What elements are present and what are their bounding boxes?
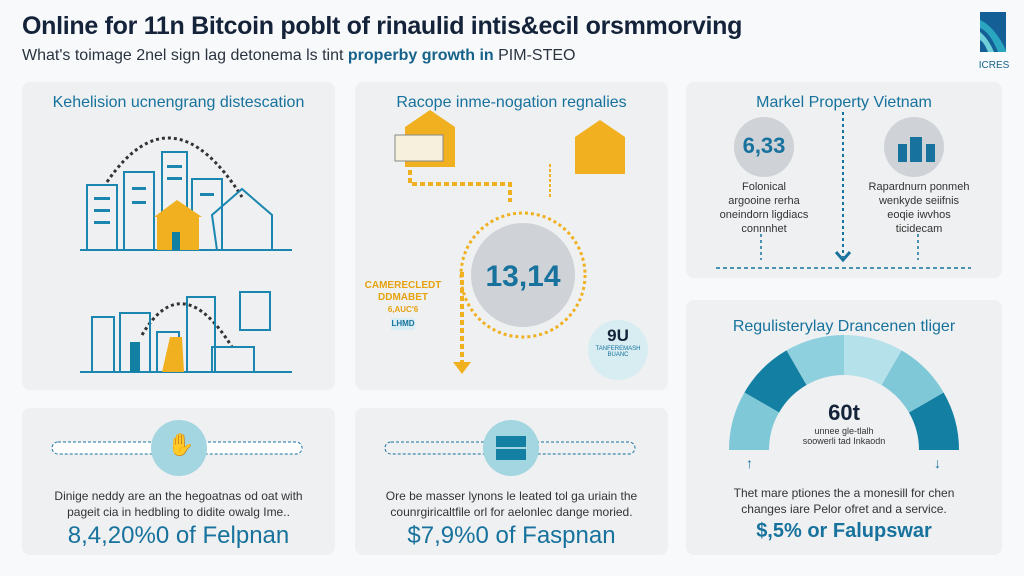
flow-bubble: 9U TANFEREMASH BUANC	[588, 326, 648, 358]
page-subtitle: What's toimage 2nel sign lag detonema ls…	[22, 47, 575, 65]
logo-icon	[980, 12, 1006, 52]
flow-bubble-value: 9U	[607, 326, 629, 345]
desc-line: Ore be masser lynons le leated tol ga ur…	[385, 489, 638, 503]
progress-track	[384, 420, 636, 476]
desc-line: changes iare Pelor ofret and a service.	[741, 502, 947, 516]
up-arrow-icon: ↑	[746, 455, 753, 471]
panel-market-title: Markel Property Vietnam	[756, 94, 932, 111]
subtitle-text: What's toimage 2nel sign lag detonema ls…	[22, 47, 348, 64]
panel-e-desc: Dinige neddy are an the hegoatnas od oat…	[22, 488, 335, 520]
progress-track	[51, 420, 303, 476]
panel-e: ✋ Dinige neddy are an the hegoatnas od o…	[22, 408, 335, 555]
flow-bubble-caption-2: BUANC	[607, 352, 629, 358]
city-illustration	[80, 136, 292, 373]
subtitle-end: PIM-STEO	[493, 47, 576, 64]
market-left-desc: Folonical argooine rerha oneindorn ligdiac…	[704, 180, 824, 236]
panel-f-desc: Ore be masser lynons le leated tol ga ur…	[355, 488, 668, 520]
panel-e-stat: 8,4,20%0 of Felpnan	[67, 522, 290, 549]
gauge-segment	[908, 392, 959, 450]
desc-line: wenkyde seiifnis	[878, 195, 960, 207]
flow-side-label-3: 6,AUC'6	[387, 305, 419, 314]
desc-line: eoqie iwvhos	[887, 209, 951, 221]
desc-line: Dinige neddy are an the hegoatnas od oat…	[54, 489, 303, 503]
flow-bubble-caption-1: TANFEREMASH	[595, 346, 641, 352]
panel-market: Markel Property Vietnam 6,33 Folonical ar…	[686, 82, 1002, 278]
desc-line: ticidecam	[895, 223, 943, 235]
gauge-value: 60t	[828, 400, 860, 425]
panel-f: Ore be masser lynons le leated tol ga ur…	[355, 408, 668, 555]
down-arrow-icon: ↓	[934, 455, 941, 471]
flow-badge: LHMD	[391, 318, 415, 330]
flow-side-label-1: CAMERECLEDT	[364, 280, 442, 291]
desc-line: oneindorn ligdiacs	[719, 209, 809, 221]
desc-line: counrgiricaltfile orl for aelonlec dange…	[390, 505, 633, 519]
desc-line: connnhet	[741, 223, 787, 235]
panel-urban-title: Kehelision ucnengrang distescation	[52, 94, 305, 111]
gauge-desc: Thet mare ptiones the a monesill for che…	[686, 485, 1002, 517]
desc-line: Rapardnurn ponmeh	[868, 181, 970, 193]
gauge-segment	[729, 392, 780, 450]
flow-illustration	[394, 110, 648, 380]
panel-flow: Racope inme-nogation regnalies 13,14 CAM…	[355, 82, 668, 390]
gauge-segment	[844, 335, 902, 386]
panel-gauge-title: Regulisterylay Drancenen tliger	[732, 318, 956, 335]
gauge-center: 60t unnee gle-tlalh soowerli tad Inkaodn	[789, 400, 899, 446]
gauge-segment	[744, 350, 807, 413]
desc-line: argooine rerha	[728, 195, 800, 207]
panel-urban: Kehelision ucnengrang distescation	[22, 82, 335, 390]
subtitle-highlight: properby growth in	[347, 47, 494, 64]
gauge-chart: ↑ ↓	[729, 335, 959, 471]
market-illustration	[716, 112, 971, 269]
market-right-desc: Rapardnurn ponmeh wenkyde seiifnis eoqie i…	[854, 180, 984, 236]
hand-icon: ✋	[167, 432, 195, 457]
panel-f-stat: $7,9%0 of Faspnan	[407, 522, 616, 549]
panel-flow-title: Racope inme-nogation regnalies	[396, 94, 627, 111]
flow-side-label: CAMERECLEDT DDMABET 6,AUC'6 LHMD	[363, 280, 443, 332]
gauge-stat: $,5% or Falupswar	[756, 520, 932, 542]
gauge-segment	[786, 335, 844, 386]
flow-side-label-2: DDMABET	[378, 292, 428, 303]
market-left-value: 6,33	[742, 133, 786, 158]
logo-text: ICRES	[978, 60, 1010, 71]
flow-center-value: 13,14	[485, 260, 561, 293]
desc-line: Thet mare ptiones the a monesill for che…	[733, 486, 955, 500]
gauge-caption-2: soowerli tad Inkaodn	[802, 436, 886, 446]
desc-line: pageit cia in hedbling to didite owalg I…	[67, 505, 290, 519]
gauge-caption-1: unnee gle-tlalh	[814, 426, 874, 436]
gauge-segment	[881, 350, 944, 413]
panel-gauge: Regulisterylay Drancenen tliger ↑ ↓ 60t …	[686, 300, 1002, 555]
desc-line: Folonical	[741, 181, 787, 193]
page-title: Online for 11n Bitcoin poblt of rinaulid…	[22, 12, 743, 40]
